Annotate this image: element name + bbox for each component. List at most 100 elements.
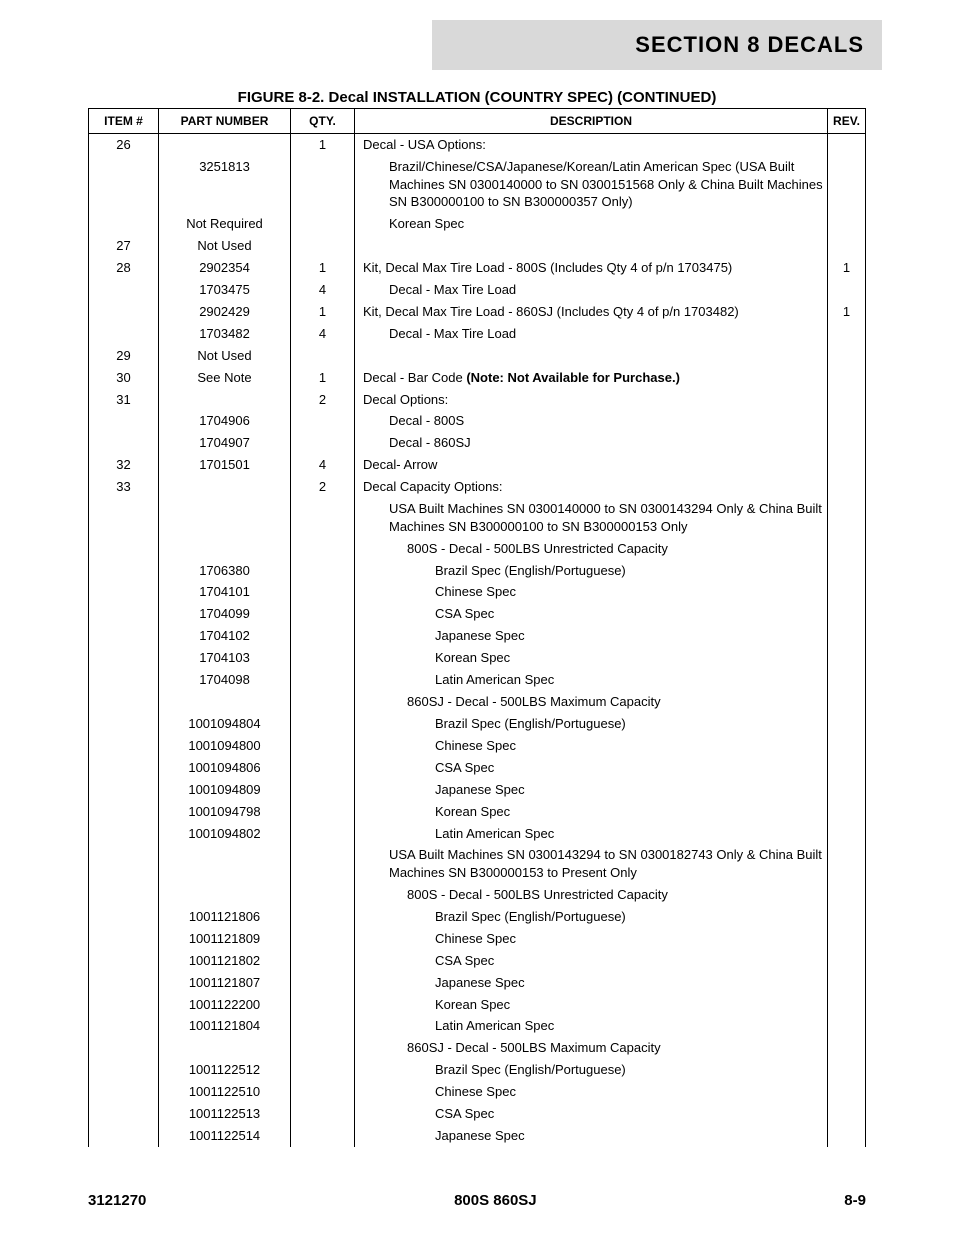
cell-rev bbox=[828, 1037, 866, 1059]
cell-desc: Latin American Spec bbox=[355, 669, 828, 691]
cell-qty bbox=[291, 1037, 355, 1059]
cell-item bbox=[89, 822, 159, 844]
cell-rev bbox=[828, 235, 866, 257]
cell-item bbox=[89, 1059, 159, 1081]
cell-rev bbox=[828, 779, 866, 801]
cell-desc: Chinese Spec bbox=[355, 1081, 828, 1103]
cell-item bbox=[89, 301, 159, 323]
cell-desc: Decal Capacity Options: bbox=[355, 476, 828, 498]
cell-rev bbox=[828, 800, 866, 822]
cell-qty: 1 bbox=[291, 366, 355, 388]
table-header-row: ITEM # PART NUMBER QTY. DESCRIPTION REV. bbox=[89, 109, 866, 134]
cell-qty: 4 bbox=[291, 279, 355, 301]
table-row: 17034754Decal - Max Tire Load bbox=[89, 279, 866, 301]
cell-item bbox=[89, 993, 159, 1015]
cell-qty bbox=[291, 235, 355, 257]
cell-rev bbox=[828, 735, 866, 757]
cell-rev bbox=[828, 581, 866, 603]
cell-qty bbox=[291, 559, 355, 581]
cell-part: 1001122514 bbox=[159, 1125, 291, 1147]
cell-rev bbox=[828, 757, 866, 779]
cell-part: 1704102 bbox=[159, 625, 291, 647]
cell-qty bbox=[291, 779, 355, 801]
table-row: 1001121802 CSA Spec bbox=[89, 950, 866, 972]
cell-desc: Chinese Spec bbox=[355, 735, 828, 757]
cell-qty bbox=[291, 928, 355, 950]
cell-part: 1001121802 bbox=[159, 950, 291, 972]
cell-item bbox=[89, 691, 159, 713]
cell-desc: CSA Spec bbox=[355, 950, 828, 972]
table-row: 1704906Decal - 800S bbox=[89, 410, 866, 432]
cell-rev bbox=[828, 884, 866, 906]
cell-qty bbox=[291, 1015, 355, 1037]
cell-rev bbox=[828, 844, 866, 883]
col-part: PART NUMBER bbox=[159, 109, 291, 134]
cell-qty: 1 bbox=[291, 301, 355, 323]
cell-part bbox=[159, 884, 291, 906]
cell-desc: Japanese Spec bbox=[355, 971, 828, 993]
cell-desc: Kit, Decal Max Tire Load - 860SJ (Includ… bbox=[355, 301, 828, 323]
cell-qty bbox=[291, 1125, 355, 1147]
cell-part: Not Used bbox=[159, 235, 291, 257]
cell-desc: Decal Options: bbox=[355, 388, 828, 410]
table-row: 1704101Chinese Spec bbox=[89, 581, 866, 603]
cell-part bbox=[159, 1037, 291, 1059]
cell-part: Not Required bbox=[159, 213, 291, 235]
cell-part: 1001094806 bbox=[159, 757, 291, 779]
cell-part: 1001094809 bbox=[159, 779, 291, 801]
footer-left: 3121270 bbox=[88, 1192, 146, 1209]
cell-qty bbox=[291, 800, 355, 822]
figure-title: FIGURE 8-2. Decal INSTALLATION (COUNTRY … bbox=[0, 89, 954, 106]
cell-rev bbox=[828, 537, 866, 559]
cell-part bbox=[159, 691, 291, 713]
cell-rev bbox=[828, 498, 866, 537]
table-row: 1001122510 Chinese Spec bbox=[89, 1081, 866, 1103]
cell-desc: Chinese Spec bbox=[355, 928, 828, 950]
cell-item bbox=[89, 432, 159, 454]
table-row: 3217015014Decal- Arrow bbox=[89, 454, 866, 476]
footer-center: 800S 860SJ bbox=[454, 1192, 537, 1209]
cell-qty bbox=[291, 498, 355, 537]
cell-part: 1001121804 bbox=[159, 1015, 291, 1037]
table-row: 1001094809Japanese Spec bbox=[89, 779, 866, 801]
section-title: SECTION 8 DECALS bbox=[635, 32, 864, 58]
cell-item bbox=[89, 669, 159, 691]
cell-item bbox=[89, 603, 159, 625]
cell-qty bbox=[291, 581, 355, 603]
table-row: 3251813Brazil/Chinese/CSA/Japanese/Korea… bbox=[89, 156, 866, 213]
cell-qty: 1 bbox=[291, 134, 355, 156]
cell-part bbox=[159, 844, 291, 883]
cell-rev bbox=[828, 559, 866, 581]
cell-item bbox=[89, 581, 159, 603]
cell-part: 1001122510 bbox=[159, 1081, 291, 1103]
cell-desc: Decal - Max Tire Load bbox=[355, 323, 828, 345]
cell-desc: USA Built Machines SN 0300143294 to SN 0… bbox=[355, 844, 828, 883]
cell-qty: 2 bbox=[291, 476, 355, 498]
cell-qty bbox=[291, 156, 355, 213]
cell-desc: Brazil Spec (English/Portuguese) bbox=[355, 1059, 828, 1081]
cell-desc: 860SJ - Decal - 500LBS Maximum Capacity bbox=[355, 1037, 828, 1059]
cell-rev bbox=[828, 1015, 866, 1037]
cell-rev bbox=[828, 1125, 866, 1147]
cell-part: 1701501 bbox=[159, 454, 291, 476]
cell-qty: 4 bbox=[291, 454, 355, 476]
cell-qty bbox=[291, 647, 355, 669]
cell-qty bbox=[291, 757, 355, 779]
cell-part: 1001121806 bbox=[159, 906, 291, 928]
cell-qty bbox=[291, 603, 355, 625]
cell-part: 1703475 bbox=[159, 279, 291, 301]
cell-rev bbox=[828, 454, 866, 476]
cell-desc: Latin American Spec bbox=[355, 1015, 828, 1037]
cell-item bbox=[89, 884, 159, 906]
cell-item bbox=[89, 735, 159, 757]
section-header: SECTION 8 DECALS bbox=[432, 20, 882, 70]
cell-qty bbox=[291, 625, 355, 647]
cell-qty bbox=[291, 844, 355, 883]
table-body: 261Decal - USA Options:3251813Brazil/Chi… bbox=[89, 134, 866, 1147]
cell-rev bbox=[828, 993, 866, 1015]
col-desc: DESCRIPTION bbox=[355, 109, 828, 134]
cell-part: 1001121809 bbox=[159, 928, 291, 950]
cell-item bbox=[89, 800, 159, 822]
table-row: 1001121807Japanese Spec bbox=[89, 971, 866, 993]
table-row: 1704102Japanese Spec bbox=[89, 625, 866, 647]
